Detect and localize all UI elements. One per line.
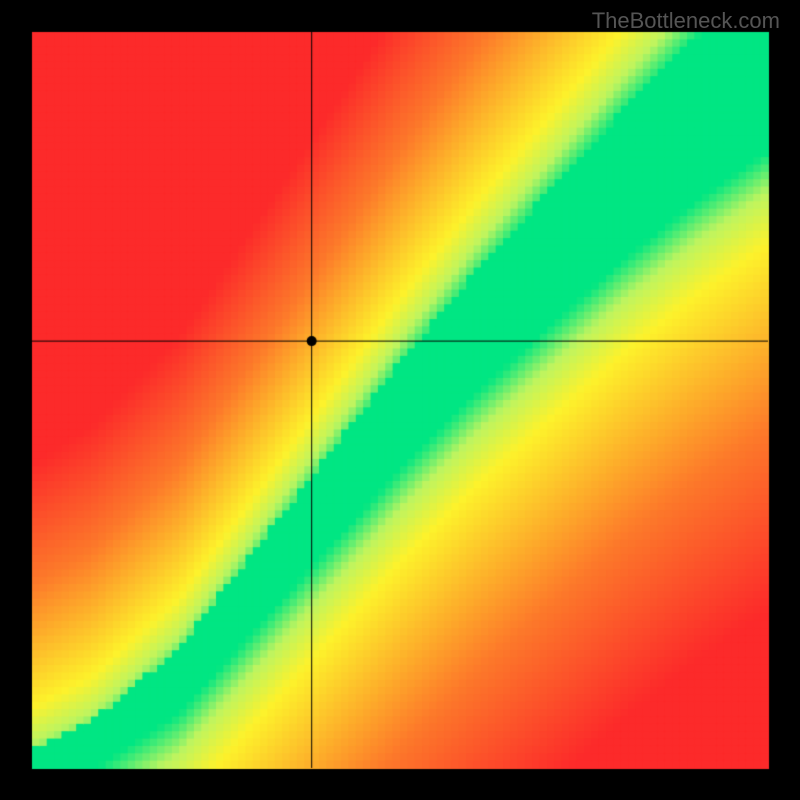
heatmap-canvas: [0, 0, 800, 800]
watermark-text: TheBottleneck.com: [592, 8, 780, 34]
bottleneck-chart: TheBottleneck.com: [0, 0, 800, 800]
